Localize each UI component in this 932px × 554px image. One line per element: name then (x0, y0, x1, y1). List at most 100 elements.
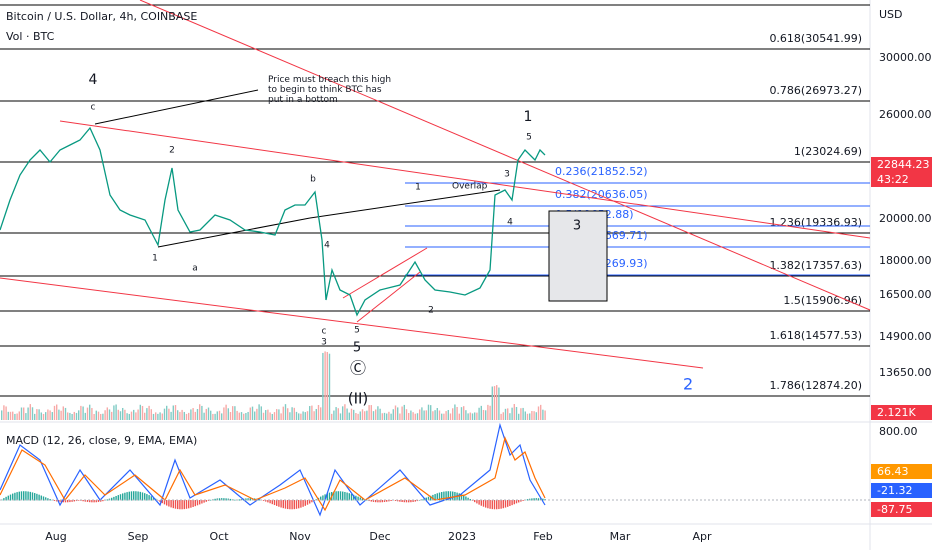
volume-bar (199, 404, 201, 420)
macd-hist (86, 500, 89, 502)
volume-bar (306, 411, 309, 420)
macd-hist (192, 500, 194, 507)
volume-bar (315, 408, 317, 420)
macd-hist (304, 500, 306, 506)
volume-bar (423, 410, 425, 420)
wave-line (157, 217, 311, 248)
volume-bar (227, 408, 229, 420)
macd-hist (306, 500, 309, 505)
macd-hist (401, 500, 403, 503)
volume-bar (150, 409, 152, 420)
macd-hist (469, 499, 471, 501)
macd-hist (298, 500, 300, 509)
macd-hist (89, 500, 91, 503)
macd-hist (511, 500, 513, 506)
macd-hist (432, 494, 434, 501)
volume-bar (49, 410, 51, 420)
macd-hist (245, 498, 247, 501)
macd-hist (60, 500, 62, 503)
macd-hist (482, 500, 485, 507)
macd-hist (504, 500, 507, 508)
volume-bar (465, 410, 467, 420)
volume-bar (152, 413, 155, 420)
volume-bar (234, 406, 236, 420)
volume-bar (260, 406, 262, 420)
macd-hist (280, 500, 282, 508)
volume-bar (447, 409, 449, 420)
volume-bar (430, 405, 432, 420)
volume-bar (480, 405, 482, 420)
volume-bar (421, 407, 423, 420)
macd-hist (447, 491, 449, 501)
macd-hist (375, 500, 377, 503)
volume-bar (491, 386, 493, 420)
volume-bar (515, 407, 518, 420)
volume-bar (469, 412, 471, 420)
volume-bar (412, 412, 414, 420)
volume-bar (188, 412, 190, 420)
macd-hist (53, 500, 56, 501)
macd-hist (194, 500, 196, 507)
volume-bar (80, 405, 82, 420)
macd-hist (168, 500, 170, 507)
volume-bar (320, 407, 322, 420)
macd-hist (474, 500, 476, 503)
macd-hist (291, 500, 293, 510)
macd-hist (403, 500, 405, 503)
price-label: 30000.00 (879, 51, 932, 64)
macd-hist (247, 498, 249, 501)
volume-bar (256, 408, 258, 420)
macd-hist (507, 500, 509, 507)
volume-bar (181, 409, 183, 420)
macd-line (0, 422, 546, 517)
macd-hist (12, 493, 14, 501)
volume-bar (355, 413, 357, 420)
volume-bar (245, 413, 247, 420)
trendline (0, 277, 704, 369)
macd-hist (500, 500, 502, 509)
macd-hist (361, 498, 364, 501)
volume-bar (375, 409, 377, 420)
macd-hist (489, 500, 491, 509)
macd-hist (443, 491, 445, 501)
macd-hist (502, 500, 504, 509)
macd-hist (273, 500, 276, 506)
volume-bar (478, 407, 480, 420)
macd-hist (320, 496, 322, 501)
macd-hist (150, 496, 152, 501)
macd-axis-label: 800.00 (879, 425, 918, 438)
volume-bar (487, 404, 489, 420)
macd-hist (113, 496, 115, 501)
macd-hist (408, 500, 410, 503)
volume-bar (309, 406, 311, 420)
volume-bar (265, 410, 267, 420)
macd-hist (388, 500, 390, 502)
volume-bar (381, 413, 383, 420)
macd-hist (42, 496, 45, 501)
macd-hist (111, 497, 113, 501)
macd-hist (441, 492, 443, 501)
macd-hist (339, 491, 342, 501)
volume-bar (170, 411, 172, 420)
volume-bar (23, 407, 25, 420)
volume-bar (139, 404, 141, 420)
macd-hist (135, 491, 137, 501)
macd-hist (324, 494, 326, 501)
volume-bar (304, 412, 306, 420)
macd-hist (218, 498, 221, 501)
volume-bar (108, 409, 111, 420)
volume-bar (67, 412, 69, 420)
volume-bar (16, 413, 18, 420)
macd-hist (73, 500, 75, 502)
wave-label: 4 (324, 241, 330, 251)
fib-label: 0.5(33327.33) (783, 0, 862, 1)
volume-bar (392, 409, 394, 420)
volume-bar (106, 407, 108, 420)
volume-bar (410, 410, 412, 420)
macd-hist (62, 500, 64, 503)
macd-hist (537, 498, 540, 501)
volume-bar (34, 413, 36, 420)
volume-bar (518, 413, 520, 420)
macd-hist (271, 500, 273, 505)
volume-bar (146, 408, 148, 420)
